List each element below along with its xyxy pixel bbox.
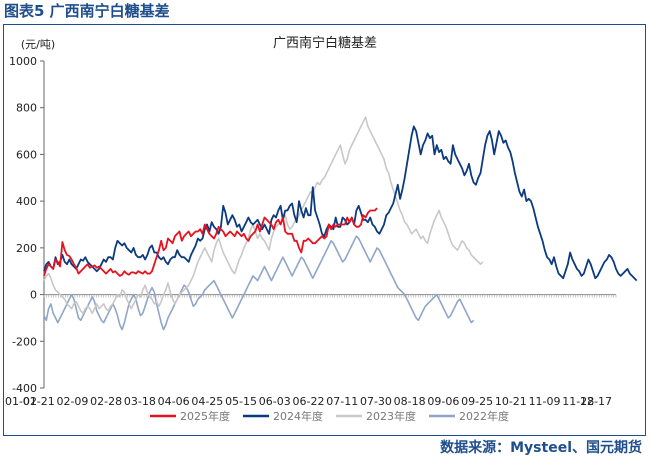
- x-tick-label: 05-15: [225, 395, 257, 408]
- y-tick-label: 800: [16, 102, 37, 115]
- x-tick-label: 09-06: [427, 395, 459, 408]
- series-line-s2023: [43, 116, 484, 315]
- series-line-s2022: [43, 235, 475, 331]
- x-tick-label: 06-22: [293, 395, 325, 408]
- legend-label: 2022年度: [459, 409, 509, 423]
- series-line-s2025: [43, 207, 378, 277]
- x-tick-label: 04-06: [158, 395, 190, 408]
- x-tick-label: 02-09: [56, 395, 88, 408]
- y-tick-label: 0: [30, 289, 37, 302]
- y-tick-label: 600: [16, 148, 37, 161]
- x-tick-label: 11-09: [529, 395, 561, 408]
- figure-label: 图表5 广西南宁白糖基差: [4, 2, 170, 20]
- source-note: 数据来源：Mysteel、国元期货: [440, 440, 642, 456]
- x-tick-label: 01-02: [5, 395, 37, 408]
- x-tick-label: 03-18: [124, 395, 156, 408]
- x-tick-label: 11-28: [562, 395, 594, 408]
- x-tick-label: 06-03: [259, 395, 291, 408]
- y-tick-label: -400: [12, 382, 37, 395]
- y-tick-label: -200: [12, 335, 37, 348]
- legend-label: 2024年度: [273, 409, 323, 423]
- legend-label: 2025年度: [180, 409, 230, 423]
- series-line-s2024: [43, 125, 638, 282]
- chart-title: 广西南宁白糖基差: [273, 35, 377, 51]
- y-tick-label: 1000: [9, 55, 37, 68]
- y-tick-label: 200: [16, 242, 37, 255]
- y-tick-label: 400: [16, 195, 37, 208]
- x-tick-label: 02-28: [90, 395, 122, 408]
- x-tick-label: 09-25: [461, 395, 493, 408]
- x-tick-label: 07-30: [360, 395, 392, 408]
- x-tick-label: 01-21: [23, 395, 55, 408]
- x-tick-label: 08-18: [394, 395, 426, 408]
- x-tick-label: 04-25: [191, 395, 223, 408]
- x-tick-label: 07-11: [326, 395, 358, 408]
- y-axis-label: (元/吨): [21, 38, 55, 51]
- chart-frame: [3, 24, 646, 436]
- x-tick-label: 10-21: [495, 395, 527, 408]
- x-tick-label: 12-17: [580, 395, 612, 408]
- plot-area: [43, 116, 638, 331]
- legend: 2025年度 2024年度 2023年度 2022年度: [150, 409, 509, 423]
- legend-label: 2023年度: [366, 409, 416, 423]
